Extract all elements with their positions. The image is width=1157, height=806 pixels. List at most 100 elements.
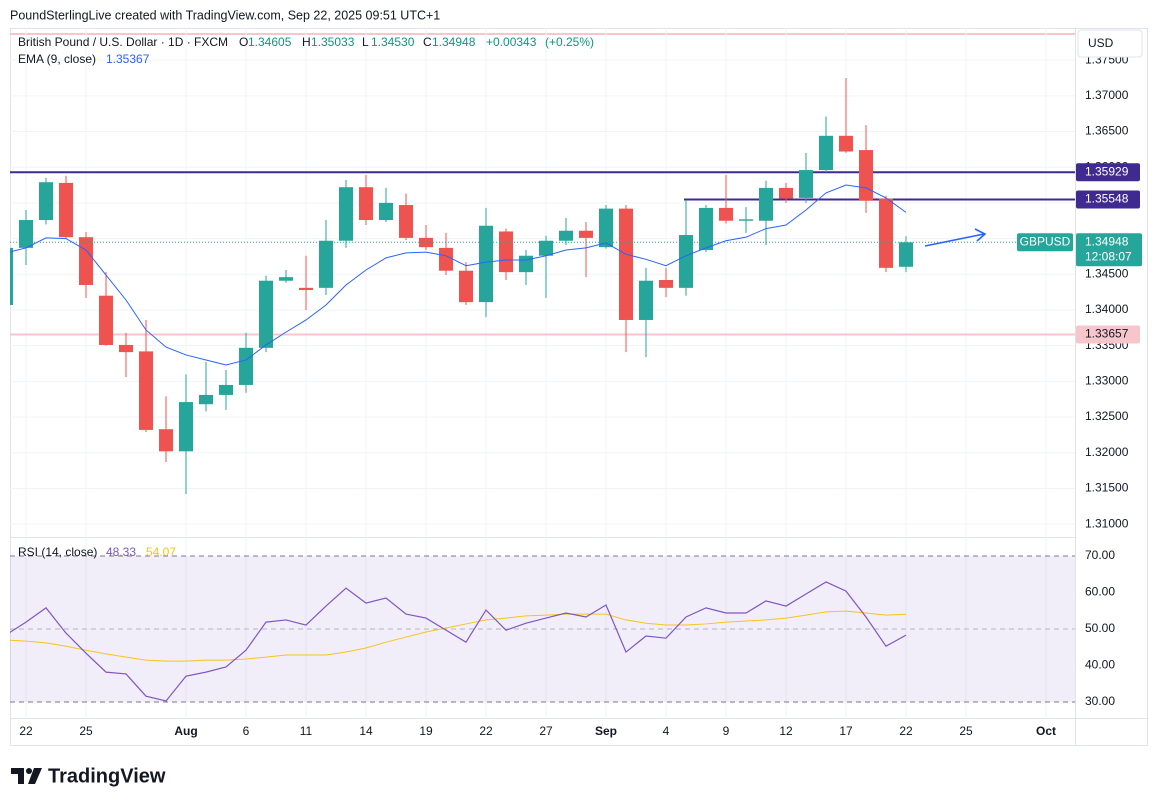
- candle-body: [859, 150, 873, 201]
- countdown: 12:08:07: [1085, 249, 1132, 263]
- ema-value: 1.35367: [106, 52, 150, 66]
- arrow-drawing: [924, 228, 987, 247]
- rsi-ma-value: 54.07: [146, 545, 176, 559]
- candle-body: [19, 220, 33, 248]
- level-tag-label: 1.35548: [1085, 192, 1129, 206]
- candle-body: [359, 187, 373, 221]
- level-tag: [1076, 325, 1140, 344]
- rsi-ma-line: [10, 610, 907, 662]
- x-tick-label: 9: [723, 724, 730, 738]
- legend-value: 1.34948: [432, 35, 476, 49]
- brand-logo: [11, 768, 42, 784]
- candle-body: [379, 202, 393, 221]
- candle-body: [719, 207, 733, 221]
- candle-body: [219, 384, 233, 395]
- y-tick-label: 1.33000: [1085, 374, 1129, 388]
- rsi-tick-label: 30.00: [1085, 694, 1115, 708]
- candle-body: [299, 287, 313, 290]
- rsi-line: [10, 581, 907, 702]
- x-tick-label: 25: [79, 724, 93, 738]
- x-tick-label: 22: [479, 724, 493, 738]
- rsi-value: 48.33: [106, 545, 136, 559]
- candle-body: [879, 198, 893, 268]
- x-tick-label: 4: [663, 724, 670, 738]
- candle-body: [99, 295, 113, 345]
- candle-body: [119, 344, 133, 353]
- y-tick-label: 1.36500: [1085, 124, 1129, 138]
- candle-body: [419, 237, 433, 248]
- chart-title: British Pound / U.S. Dollar · 1D · FXCM: [18, 35, 228, 49]
- y-tick-label: 1.34000: [1085, 302, 1129, 316]
- x-tick-label: 22: [19, 724, 33, 738]
- brand: TradingView: [48, 765, 166, 787]
- candle-body: [399, 205, 413, 238]
- legend-label: H: [302, 35, 311, 49]
- axes: 1.310001.315001.320001.325001.330001.335…: [19, 52, 1128, 738]
- candle-body: [179, 402, 193, 452]
- candle-body: [479, 225, 493, 303]
- candle-body: [279, 277, 293, 281]
- level-tag-label: 1.35929: [1085, 164, 1129, 178]
- legend-label: O: [239, 35, 248, 49]
- legend: British Pound / U.S. Dollar · 1D · FXCM …: [18, 35, 594, 559]
- x-tick-label: Sep: [595, 724, 617, 738]
- candle-body: [799, 170, 813, 198]
- x-tick-label: 11: [300, 724, 313, 738]
- plot: [10, 77, 1075, 703]
- x-tick-label: 19: [419, 724, 433, 738]
- rsi-tick-label: 40.00: [1085, 658, 1115, 672]
- price-tag: [1076, 233, 1142, 267]
- candle-body: [819, 135, 833, 171]
- candle-body: [59, 182, 73, 238]
- candle-body: [159, 429, 173, 452]
- candle-body: [759, 187, 773, 221]
- x-tick-label: 27: [539, 724, 553, 738]
- symbol-tag: [1017, 233, 1073, 252]
- candle-body: [579, 230, 593, 238]
- candle-body: [839, 135, 853, 152]
- candle-body: [459, 270, 473, 303]
- candle-body: [259, 280, 273, 348]
- candle-body: [519, 255, 533, 273]
- x-tick-label: Oct: [1036, 724, 1056, 738]
- ema-line: [10, 184, 907, 366]
- candle-body: [619, 208, 633, 320]
- candle-body: [659, 280, 673, 288]
- candle-body: [779, 187, 793, 199]
- currency: USD: [1088, 36, 1114, 50]
- rsi-tick-label: 50.00: [1085, 621, 1115, 635]
- y-tick-label: 1.32500: [1085, 409, 1129, 423]
- legend-value: 1.35033: [311, 35, 355, 49]
- candle-body: [639, 280, 653, 320]
- candle-body: [239, 347, 253, 385]
- price-tag-label: 1.34948: [1085, 234, 1129, 248]
- y-tick-label: 1.31500: [1085, 481, 1129, 495]
- level-tag: [1076, 163, 1140, 182]
- candle-body: [10, 247, 13, 305]
- candle-body: [439, 247, 453, 271]
- candle-body: [79, 237, 93, 285]
- candle-body: [899, 242, 913, 267]
- legend-label: C: [423, 35, 432, 49]
- currency-box[interactable]: [1077, 29, 1143, 58]
- candle-body: [319, 240, 333, 288]
- level-tag: [1076, 190, 1140, 209]
- candle-body: [679, 235, 693, 288]
- candle-body: [539, 240, 553, 256]
- candle-body: [339, 187, 353, 241]
- change-pct: (+0.25%): [545, 35, 594, 49]
- legend-value: +0.00343: [486, 35, 537, 49]
- legend-label: L: [362, 35, 369, 49]
- candle-body: [199, 394, 213, 405]
- credit: PoundSterlingLive created with TradingVi…: [10, 8, 440, 22]
- rsi-tick-label: 70.00: [1085, 548, 1115, 562]
- level-tag-label: 1.33657: [1085, 327, 1129, 341]
- x-tick-label: 22: [899, 724, 913, 738]
- x-tick-label: 17: [839, 724, 853, 738]
- candle-body: [39, 182, 53, 221]
- y-tick-label: 1.31000: [1085, 516, 1129, 530]
- candle-body: [699, 207, 713, 251]
- x-tick-label: 6: [243, 724, 250, 738]
